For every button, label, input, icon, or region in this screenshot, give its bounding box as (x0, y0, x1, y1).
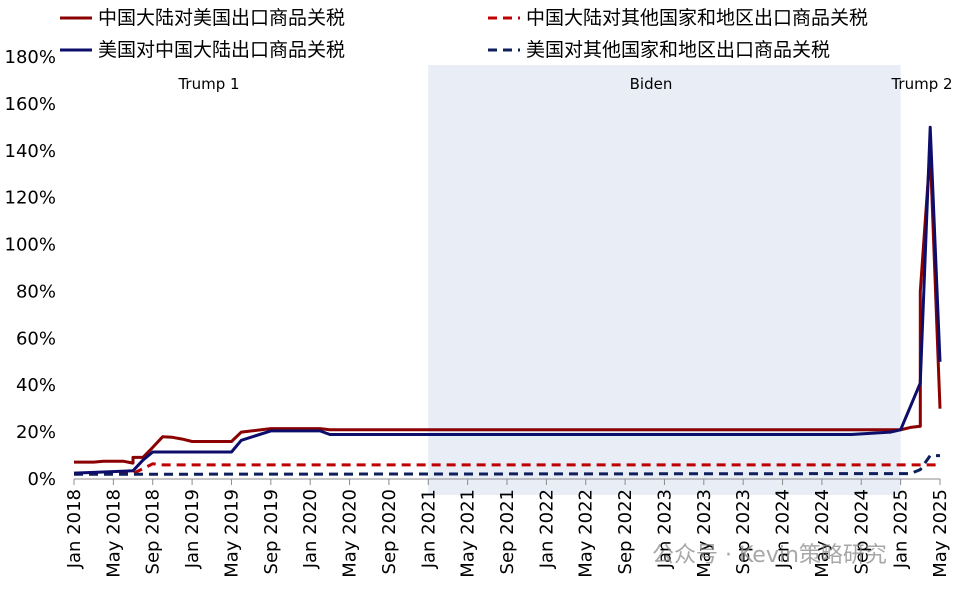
shaded-period-layer (428, 65, 901, 495)
x-tick-label: May 2019 (221, 489, 242, 578)
x-tick-label: May 2018 (103, 489, 124, 578)
legend-label: 中国大陆对美国出口商品关税 (98, 7, 345, 29)
x-tick-label: Sep 2023 (733, 489, 754, 574)
x-tick-label: Sep 2019 (261, 489, 282, 574)
x-tick-label: Sep 2022 (615, 489, 636, 574)
x-tick-label: Sep 2018 (143, 489, 164, 574)
legend-label: 美国对其他国家和地区出口商品关税 (526, 39, 830, 61)
y-tick-label: 40% (16, 375, 56, 396)
x-tick-label: May 2020 (340, 489, 361, 578)
x-tick-label: Sep 2021 (497, 489, 518, 574)
x-tick-label: May 2024 (812, 489, 833, 578)
x-tick-label: May 2022 (576, 489, 597, 578)
biden-shaded-period (428, 65, 901, 495)
legend-label: 美国对中国大陆出口商品关税 (98, 39, 345, 61)
x-tick-label: Jan 2018 (64, 489, 85, 569)
y-tick-label: 20% (16, 422, 56, 443)
period-label: Trump 1 (177, 75, 239, 93)
y-tick-label: 160% (5, 94, 56, 115)
series-line-3 (74, 462, 940, 476)
y-tick-label: 80% (16, 281, 56, 302)
period-label: Trump 2 (890, 75, 952, 93)
x-tick-label: Sep 2024 (851, 489, 872, 574)
x-tick-label: Jan 2019 (182, 489, 203, 569)
legend-label: 中国大陆对其他国家和地区出口商品关税 (526, 7, 868, 29)
x-tick-label: Jan 2025 (891, 489, 912, 569)
x-tick-label: May 2021 (458, 489, 479, 578)
period-labels-layer: Trump 1 Biden Trump 2 (177, 75, 952, 93)
x-tick-label: May 2023 (694, 489, 715, 578)
x-tick-label: Jan 2020 (300, 489, 321, 569)
series-layer (73, 125, 942, 476)
axes-layer: 0% 20% 40% 60% 80% 100% 120% 140% 160% 180% Jan 20… (5, 47, 951, 578)
y-tick-label: 0% (27, 469, 56, 490)
x-tick-label: Jan 2023 (654, 489, 675, 569)
series-line-2 (73, 125, 942, 475)
y-tick-label: 120% (5, 188, 56, 209)
y-tick-label: 100% (5, 235, 56, 256)
x-tick-label: Jan 2024 (773, 489, 794, 569)
period-label: Biden (630, 75, 673, 93)
watermark-text: 公众号 · Kevin策略研究 (652, 543, 887, 568)
y-tick-label: 180% (5, 47, 56, 68)
x-tick-label: May 2025 (930, 489, 951, 578)
y-tick-label: 60% (16, 328, 56, 349)
y-tick-label: 140% (5, 141, 56, 162)
series-line-4 (73, 454, 940, 476)
x-tick-label: Sep 2020 (379, 489, 400, 574)
series-line-1 (74, 149, 942, 465)
x-tick-label: Jan 2022 (536, 489, 557, 569)
x-tick-label: Jan 2021 (418, 489, 439, 569)
